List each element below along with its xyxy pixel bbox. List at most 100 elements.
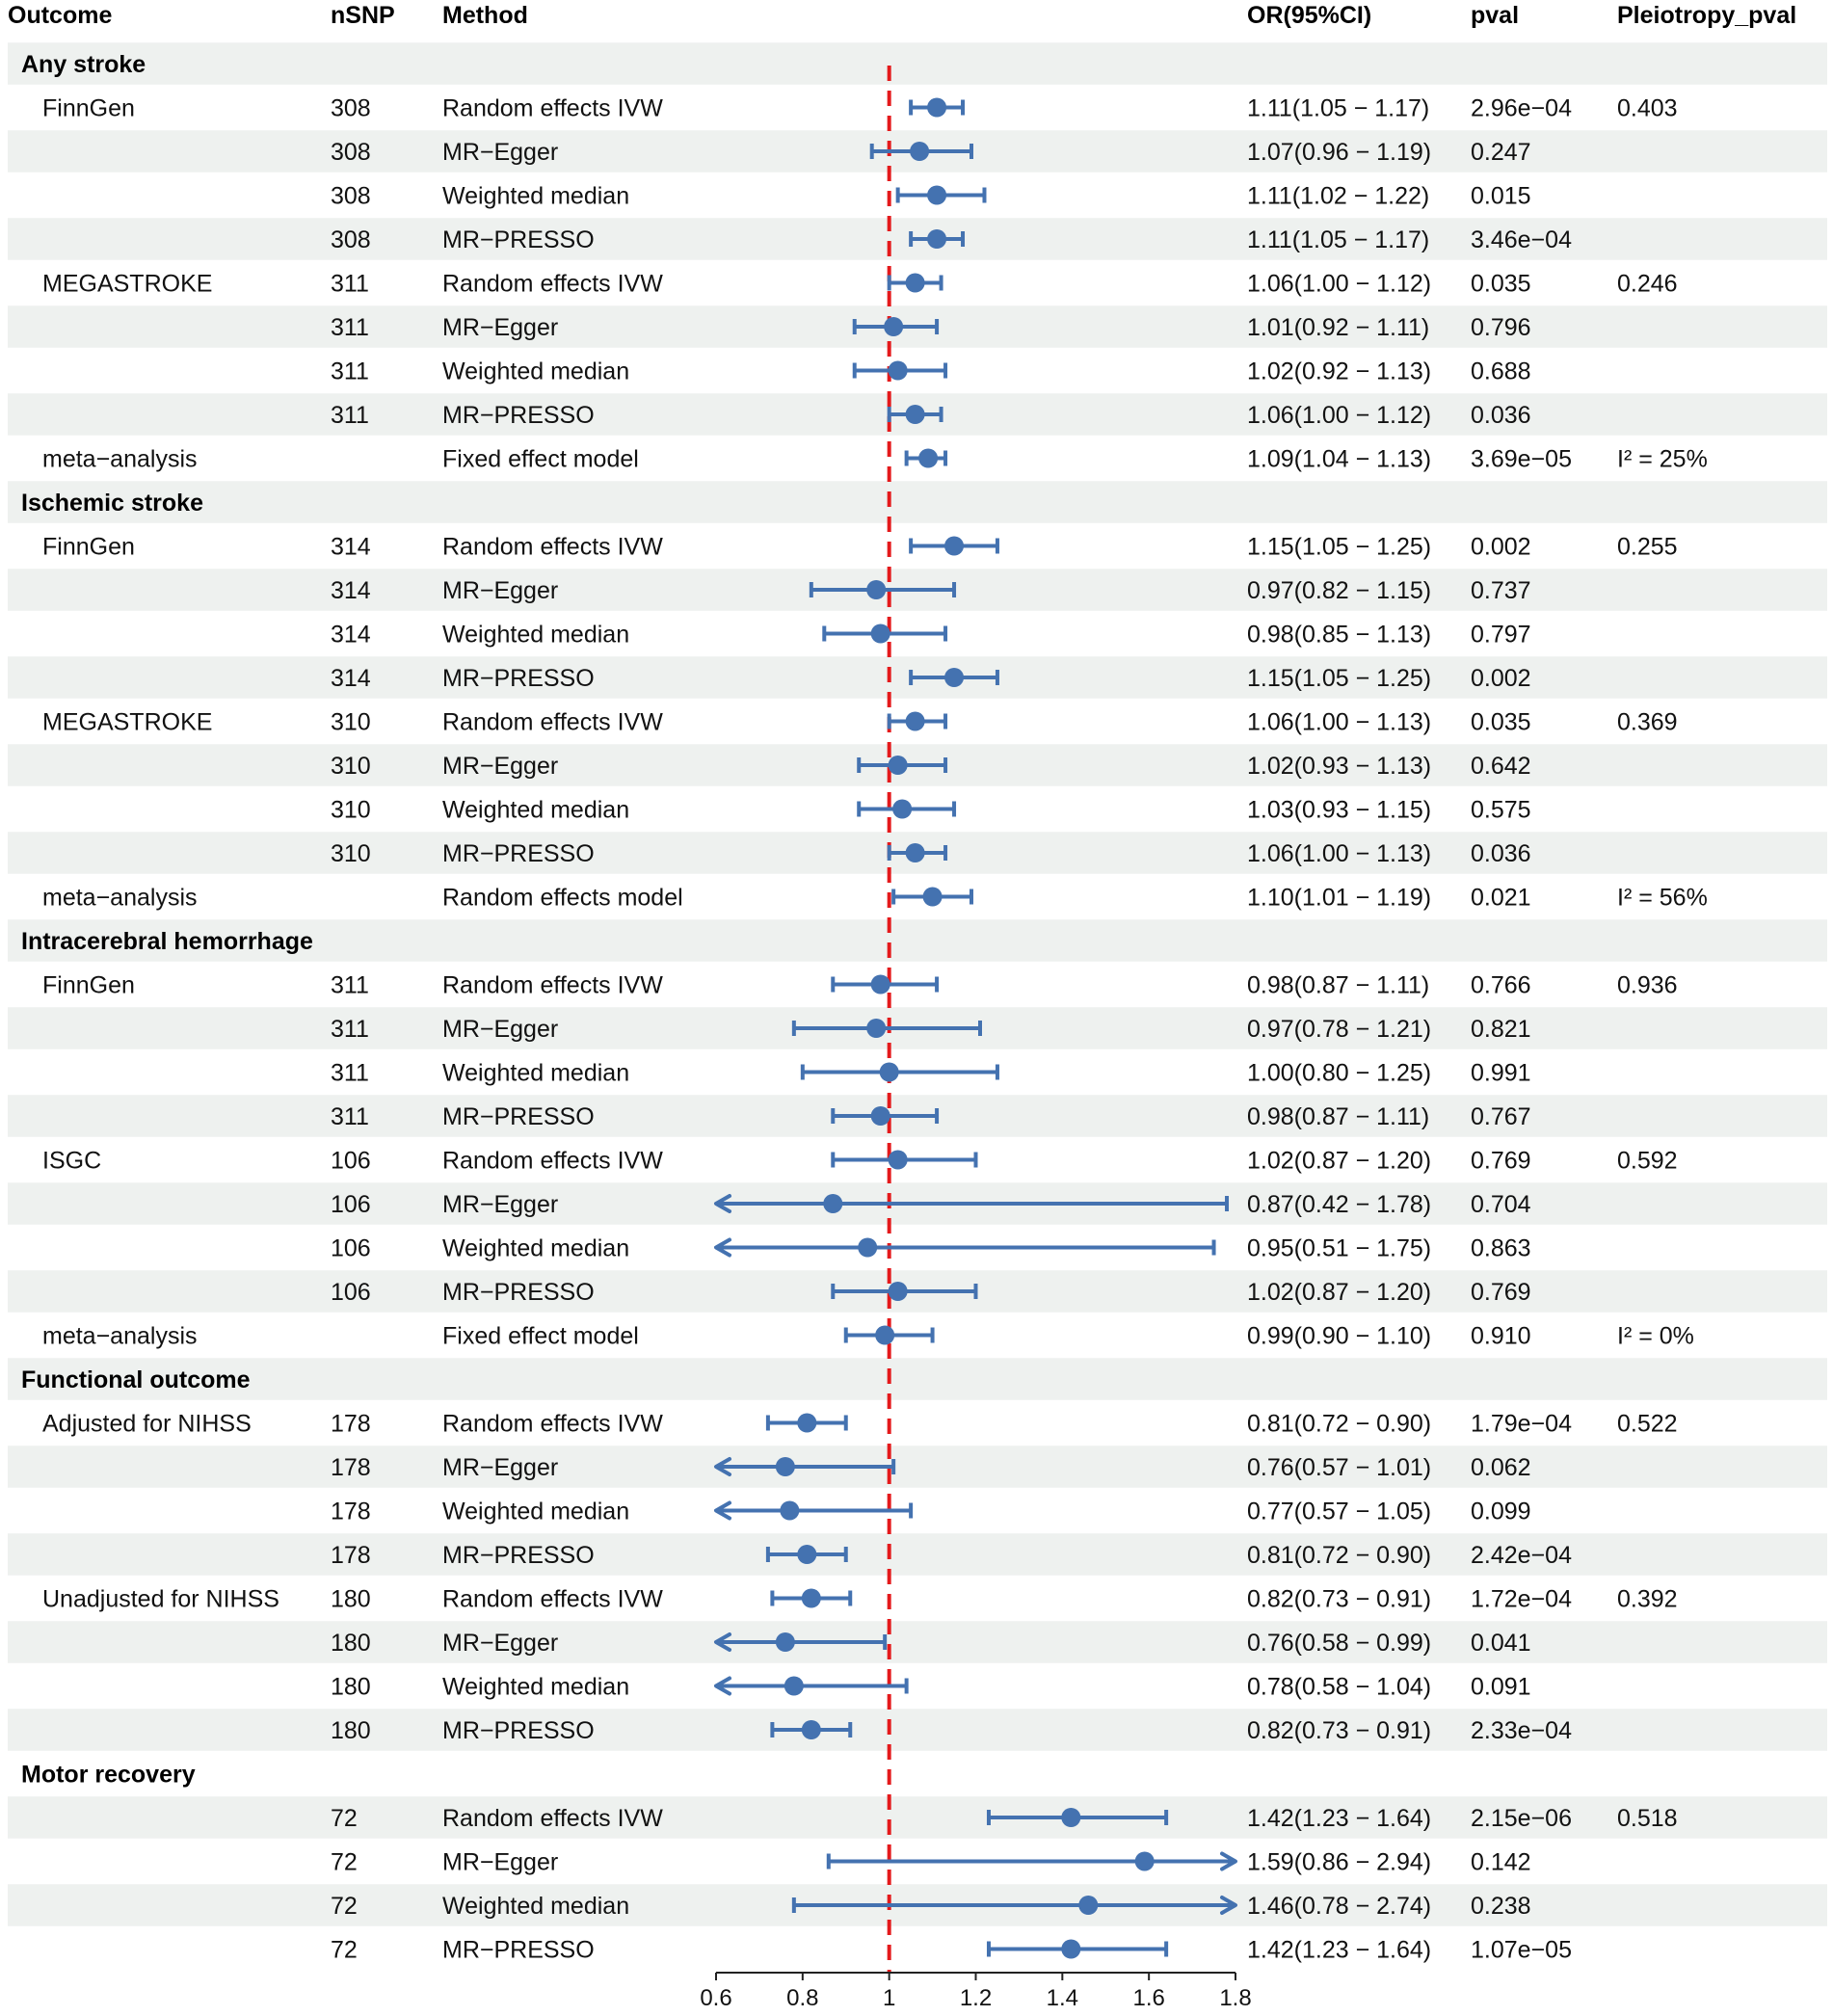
point-estimate [801, 1588, 821, 1608]
pleiotropy-cell: I² = 0% [1617, 1323, 1694, 1350]
point-estimate [888, 360, 908, 381]
group-header: Motor recovery [21, 1762, 196, 1789]
pval-cell: 1.72e−04 [1471, 1586, 1572, 1613]
or-ci-cell: 1.11(1.05 − 1.17) [1247, 95, 1429, 122]
x-tick-label: 1.2 [960, 1985, 992, 2011]
group-header: Functional outcome [21, 1366, 251, 1393]
pval-cell: 0.766 [1471, 972, 1531, 999]
or-ci-cell: 1.06(1.00 − 1.12) [1247, 402, 1431, 429]
nsnp-cell: 72 [331, 1937, 358, 1964]
or-ci-cell: 0.77(0.57 − 1.05) [1247, 1499, 1431, 1525]
point-estimate [888, 756, 908, 775]
pleiotropy-cell: 0.518 [1617, 1805, 1678, 1832]
method-cell: MR−Egger [442, 1016, 558, 1043]
method-cell: MR−PRESSO [442, 402, 595, 429]
nsnp-cell: 72 [331, 1849, 358, 1876]
pleiotropy-cell: 0.592 [1617, 1148, 1678, 1175]
method-cell: Weighted median [442, 1235, 629, 1262]
point-estimate [875, 1325, 895, 1345]
pval-cell: 0.737 [1471, 577, 1531, 604]
method-cell: MR−PRESSO [442, 1717, 595, 1744]
method-cell: MR−Egger [442, 1454, 558, 1481]
method-cell: MR−PRESSO [442, 1937, 595, 1964]
x-tick-label: 1.8 [1219, 1985, 1251, 2011]
point-estimate [797, 1413, 817, 1433]
group-header: Intracerebral hemorrhage [21, 928, 313, 955]
pleiotropy-cell: 0.522 [1617, 1411, 1678, 1438]
nsnp-cell: 311 [331, 314, 369, 341]
pleiotropy-cell: 0.246 [1617, 271, 1678, 298]
point-estimate [866, 580, 887, 599]
pval-cell: 0.021 [1471, 885, 1531, 912]
or-ci-cell: 1.00(0.80 − 1.25) [1247, 1060, 1431, 1087]
pval-cell: 0.002 [1471, 665, 1531, 692]
or-ci-cell: 1.07(0.96 − 1.19) [1247, 139, 1431, 166]
or-ci-cell: 1.02(0.93 − 1.13) [1247, 753, 1431, 780]
or-ci-cell: 1.11(1.05 − 1.17) [1247, 226, 1429, 253]
outcome-cell: FinnGen [42, 972, 135, 999]
row-band [8, 1709, 1827, 1751]
point-estimate [870, 623, 890, 644]
method-cell: Weighted median [442, 183, 629, 210]
nsnp-cell: 311 [331, 402, 369, 429]
pval-cell: 0.863 [1471, 1235, 1531, 1262]
pval-cell: 0.575 [1471, 797, 1531, 824]
method-cell: MR−PRESSO [442, 1103, 595, 1130]
outcome-cell: FinnGen [42, 534, 135, 561]
nsnp-cell: 180 [331, 1717, 371, 1744]
method-cell: Random effects model [442, 885, 683, 912]
group-header: Ischemic stroke [21, 490, 203, 517]
pval-cell: 0.821 [1471, 1016, 1531, 1043]
col-header-or: OR(95%CI) [1247, 2, 1371, 29]
or-ci-cell: 1.02(0.87 − 1.20) [1247, 1279, 1431, 1306]
method-cell: Random effects IVW [442, 972, 663, 999]
point-estimate [801, 1720, 821, 1739]
outcome-cell: Unadjusted for NIHSS [42, 1586, 279, 1613]
nsnp-cell: 180 [331, 1630, 371, 1657]
nsnp-cell: 310 [331, 709, 371, 736]
row-bands [8, 42, 1827, 1926]
ci-arrow-right [1220, 1896, 1237, 1915]
method-cell: Random effects IVW [442, 709, 663, 736]
method-cell: Random effects IVW [442, 1586, 663, 1613]
point-estimate [944, 536, 965, 556]
nsnp-cell: 314 [331, 577, 371, 604]
pval-cell: 0.091 [1471, 1674, 1531, 1701]
point-estimate [1061, 1939, 1081, 1959]
or-ci-cell: 0.87(0.42 − 1.78) [1247, 1191, 1431, 1218]
nsnp-cell: 314 [331, 622, 371, 649]
method-cell: Random effects IVW [442, 1805, 663, 1832]
pval-cell: 0.142 [1471, 1849, 1531, 1876]
or-ci-cell: 0.97(0.78 − 1.21) [1247, 1016, 1431, 1043]
or-ci-cell: 1.09(1.04 − 1.13) [1247, 446, 1431, 473]
method-cell: Random effects IVW [442, 1148, 663, 1175]
pval-cell: 2.42e−04 [1471, 1542, 1572, 1569]
nsnp-cell: 310 [331, 840, 371, 867]
row-band [8, 1358, 1827, 1400]
point-estimate [780, 1500, 800, 1521]
ci-arrow-right [1220, 1851, 1237, 1871]
or-ci-cell: 1.46(0.78 − 2.74) [1247, 1893, 1431, 1920]
ci-arrow-left [714, 1676, 731, 1696]
point-estimate [879, 1062, 899, 1082]
nsnp-cell: 180 [331, 1586, 371, 1613]
point-estimate [918, 448, 939, 468]
outcome-cell: meta−analysis [42, 446, 198, 473]
point-estimate [905, 273, 925, 293]
pval-cell: 2.33e−04 [1471, 1717, 1572, 1744]
pval-cell: 0.099 [1471, 1499, 1531, 1525]
point-estimate [892, 799, 913, 819]
table-cells: Any stroke FinnGen 308 Random effects IVW 1.… [21, 51, 1708, 1964]
point-estimate [775, 1457, 795, 1476]
ci-arrow-left [714, 1237, 731, 1258]
nsnp-cell: 311 [331, 972, 369, 999]
point-estimate [797, 1545, 817, 1564]
or-ci-cell: 1.06(1.00 − 1.12) [1247, 271, 1431, 298]
pval-cell: 0.642 [1471, 753, 1531, 780]
nsnp-cell: 178 [331, 1499, 371, 1525]
nsnp-cell: 72 [331, 1805, 358, 1832]
pval-cell: 2.15e−06 [1471, 1805, 1572, 1832]
point-estimate [858, 1237, 878, 1258]
method-cell: MR−Egger [442, 1630, 558, 1657]
method-cell: Random effects IVW [442, 271, 663, 298]
